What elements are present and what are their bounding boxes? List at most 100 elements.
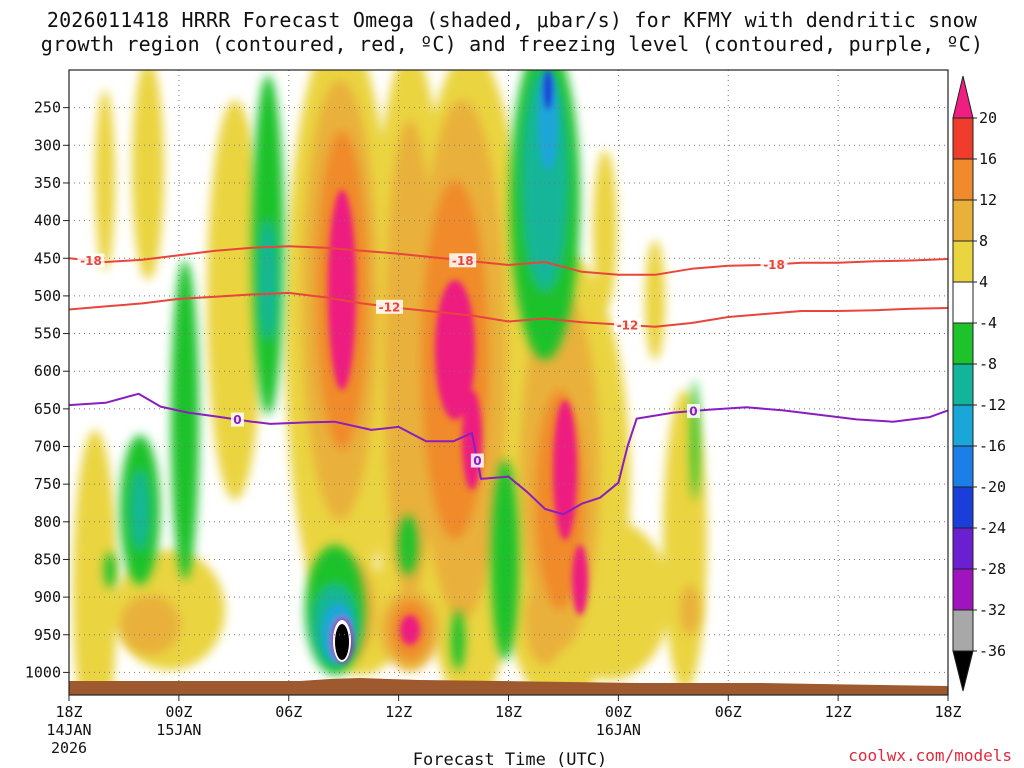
dgz-contour-label-bg: [77, 253, 105, 268]
colorbar-label: 20: [979, 109, 997, 127]
colorbar-top-arrow: [952, 75, 974, 119]
dgz-contour: [68, 291, 949, 328]
colorbar-segment: [952, 158, 974, 201]
x-tick-year: 2026: [51, 739, 87, 757]
x-tick-label: 00Z: [605, 703, 632, 721]
x-tick-date: 15JAN: [156, 721, 201, 739]
x-tick-date: 14JAN: [46, 721, 91, 739]
y-tick-label: 600: [34, 362, 61, 380]
colorbar: 20 16 12 8 4 -4 -8 -12 -16 -20 -24 -28 -32 -36: [952, 75, 1006, 692]
x-tick-label: 06Z: [275, 703, 302, 721]
y-tick-label: 250: [34, 99, 61, 117]
omega-blob-green: [398, 515, 418, 575]
dgz-contour: [68, 245, 949, 276]
colorbar-segment: [952, 527, 974, 570]
omega-blob-yellow: [73, 430, 117, 695]
dgz-contour-label: -12: [379, 300, 401, 314]
ground-terrain: [69, 678, 948, 695]
omega-blob-teal: [132, 470, 148, 550]
colorbar-segment: [952, 240, 974, 283]
y-tick-label: 750: [34, 475, 61, 493]
y-tick-label: 300: [34, 136, 61, 154]
colorbar-label: -24: [979, 519, 1006, 537]
x-tick-label: 12Z: [385, 703, 412, 721]
omega-blob-magenta: [462, 390, 482, 490]
y-tick-label: 450: [34, 249, 61, 267]
omega-blob-teal: [260, 220, 276, 340]
colorbar-segment: [952, 363, 974, 406]
omega-blob-magenta: [572, 545, 588, 615]
omega-blob-green: [171, 260, 199, 580]
freezing-level-contour-label-bg: [686, 403, 700, 418]
y-tick-label: 350: [34, 174, 61, 192]
omega-blob-blue: [543, 70, 553, 110]
x-tick-date: 16JAN: [596, 721, 641, 739]
y-tick-label: 400: [34, 212, 61, 230]
colorbar-segment: [952, 568, 974, 611]
colorbar-label: 12: [979, 191, 997, 209]
colorbar-segment: [952, 404, 974, 447]
omega-blob-gold: [680, 585, 700, 635]
y-tick-label: 550: [34, 325, 61, 343]
colorbar-label: -28: [979, 560, 1006, 578]
credit-text: coolwx.com/models: [848, 746, 1012, 765]
omega-blob-green: [691, 380, 699, 500]
x-axis-title: Forecast Time (UTC): [413, 750, 607, 768]
colorbar-label: 16: [979, 150, 997, 168]
x-tick-label: 18Z: [55, 703, 82, 721]
title-line-2: growth region (contoured, red, ºC) and f…: [40, 32, 984, 56]
dgz-contour-label: -12: [617, 319, 639, 333]
dgz-contour-label-bg: [614, 318, 642, 333]
y-tick-label: 700: [34, 438, 61, 456]
omega-blob-yellow: [593, 150, 617, 310]
colorbar-segment: [952, 281, 974, 324]
dgz-contour-label: -18: [763, 258, 785, 272]
colorbar-segment: [952, 117, 974, 160]
y-tick-label: 800: [34, 513, 61, 531]
x-tick-label: 18Z: [934, 703, 961, 721]
omega-blob-yellow: [645, 240, 665, 360]
y-tick-label: 900: [34, 588, 61, 606]
colorbar-label: -20: [979, 478, 1006, 496]
omega-blob-gold: [120, 595, 180, 655]
colorbar-segment: [952, 199, 974, 242]
y-tick-label: 500: [34, 287, 61, 305]
colorbar-segment: [952, 445, 974, 488]
colorbar-label: -8: [979, 355, 997, 373]
colorbar-label: -12: [979, 396, 1006, 414]
y-tick-label: 950: [34, 626, 61, 644]
colorbar-label: -32: [979, 601, 1006, 619]
omega-blob-black: [335, 624, 349, 660]
colorbar-label: -36: [979, 642, 1006, 660]
dgz-contour-label-bg: [760, 257, 788, 272]
omega-blob-yellow: [663, 390, 707, 690]
y-tick-label: 1000: [25, 663, 61, 681]
x-tick-label: 12Z: [825, 703, 852, 721]
dgz-contour-label: -18: [80, 254, 102, 268]
colorbar-label: 4: [979, 273, 988, 291]
chart-title: 2026011418 HRRR Forecast Omega (shaded, …: [0, 8, 1024, 56]
dgz-contour-label: -18: [452, 254, 474, 268]
omega-blob-yellow: [95, 90, 115, 270]
freezing-level-contour-label: 0: [689, 404, 697, 418]
freezing-level-contour-label-bg: [230, 412, 244, 427]
omega-blob-yellow: [132, 70, 164, 280]
omega-blob-green: [491, 460, 519, 660]
omega-blob-green: [104, 552, 116, 588]
omega-shading: [73, 70, 707, 695]
colorbar-segment: [952, 322, 974, 365]
freezing-level-contour-label: 0: [233, 413, 241, 427]
x-tick-label: 00Z: [165, 703, 192, 721]
freezing-level-contour-label: 0: [473, 454, 481, 468]
omega-blob-magenta: [328, 190, 356, 390]
omega-blob-magenta: [553, 400, 577, 540]
colorbar-bottom-arrow: [952, 650, 974, 692]
dgz-contour-label-bg: [449, 253, 477, 268]
y-tick-label: 850: [34, 550, 61, 568]
colorbar-segment: [952, 486, 974, 529]
omega-blob-magenta: [400, 615, 420, 645]
dgz-contour-label-bg: [375, 299, 403, 314]
contours: -18 -18 -18 -12 -12 0 0 0: [68, 245, 949, 516]
